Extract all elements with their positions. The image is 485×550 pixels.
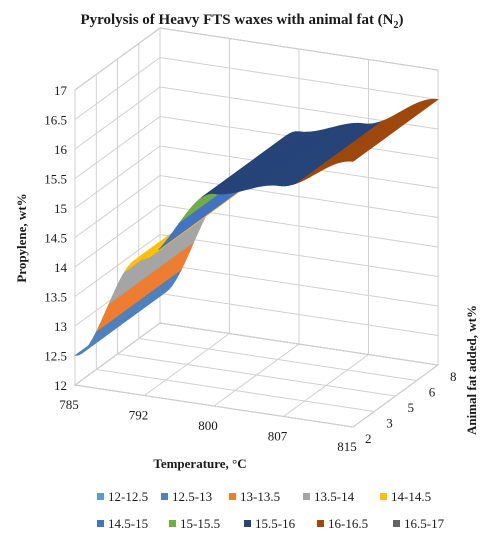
legend-label: 14-14.5	[391, 489, 431, 504]
z-tick-label: 15	[54, 201, 67, 216]
y-tick-label: 2	[365, 431, 372, 446]
y-gridline	[74, 90, 354, 428]
y-gridline	[117, 59, 396, 397]
chart-title-main: Pyrolysis of Heavy FTS waxes with animal…	[80, 12, 393, 28]
axis-ticks: 12 12.5 13 13.5 14 14.5 15 15.5 16 16.5 17 785 792 80…	[44, 83, 456, 454]
x-tick-label: 792	[129, 408, 149, 423]
z-tick-label: 14.5	[44, 231, 67, 246]
x-tick-label: 807	[268, 429, 288, 444]
legend-label: 15.5-16	[255, 516, 296, 531]
z-tick-label: 13.5	[44, 290, 67, 305]
legend-swatch	[393, 520, 400, 527]
legend-swatch	[380, 493, 387, 500]
x-tick-label: 785	[59, 397, 79, 412]
legend-swatch	[97, 520, 104, 527]
y-gridline	[138, 43, 417, 381]
y-tick-label: 6	[429, 385, 436, 400]
y-gridline	[159, 28, 439, 366]
surface-strip	[349, 98, 439, 162]
legend-label: 13.5-14	[314, 489, 355, 504]
legend-swatch	[303, 493, 310, 500]
z-tick-label: 17	[54, 83, 68, 98]
legend-label: 14.5-15	[108, 516, 148, 531]
legend-swatch	[169, 520, 176, 527]
chart-title-end: )	[399, 12, 404, 28]
y-tick-label: 3	[386, 416, 393, 431]
chart-title-subscript: 2	[394, 20, 399, 31]
x-tick-label: 800	[198, 418, 218, 433]
legend-label: 12.5-13	[172, 489, 212, 504]
z-tick-label: 16.5	[44, 113, 67, 128]
legend-swatch	[244, 520, 251, 527]
legend-label: 13-13.5	[240, 489, 280, 504]
legend-swatch	[161, 493, 168, 500]
surface-plot	[73, 98, 439, 356]
y-tick-label: 5	[408, 400, 415, 415]
x-tick-label: 815	[337, 439, 357, 454]
z-tick-label: 12	[54, 378, 67, 393]
legend-label: 12-12.5	[108, 489, 148, 504]
legend-swatch	[97, 493, 104, 500]
chart-walls	[73, 27, 440, 428]
legend-label: 16.5-17	[404, 516, 445, 531]
legend-label: 16-16.5	[328, 516, 368, 531]
x-axis-title: Temperature, °C	[153, 456, 246, 471]
legend-swatch	[229, 493, 236, 500]
z-tick-label: 13	[54, 319, 67, 334]
y-tick-label: 8	[450, 369, 457, 384]
y-axis-title: Animal fat added, wt%	[464, 305, 479, 435]
legend: 12-12.5 12.5-13 13-13.5 13.5-14 14-14.5 14.5-…	[97, 489, 445, 531]
legend-label: 15-15.5	[180, 516, 220, 531]
chart-title: Pyrolysis of Heavy FTS waxes with animal…	[80, 12, 403, 31]
z-tick-label: 12.5	[44, 349, 67, 364]
z-axis-title: Propylene, wt%	[14, 193, 29, 282]
legend-swatch	[317, 520, 324, 527]
z-tick-label: 14	[54, 260, 68, 275]
z-tick-label: 16	[54, 142, 68, 157]
y-gridline	[95, 74, 375, 412]
z-tick-label: 15.5	[44, 172, 67, 187]
